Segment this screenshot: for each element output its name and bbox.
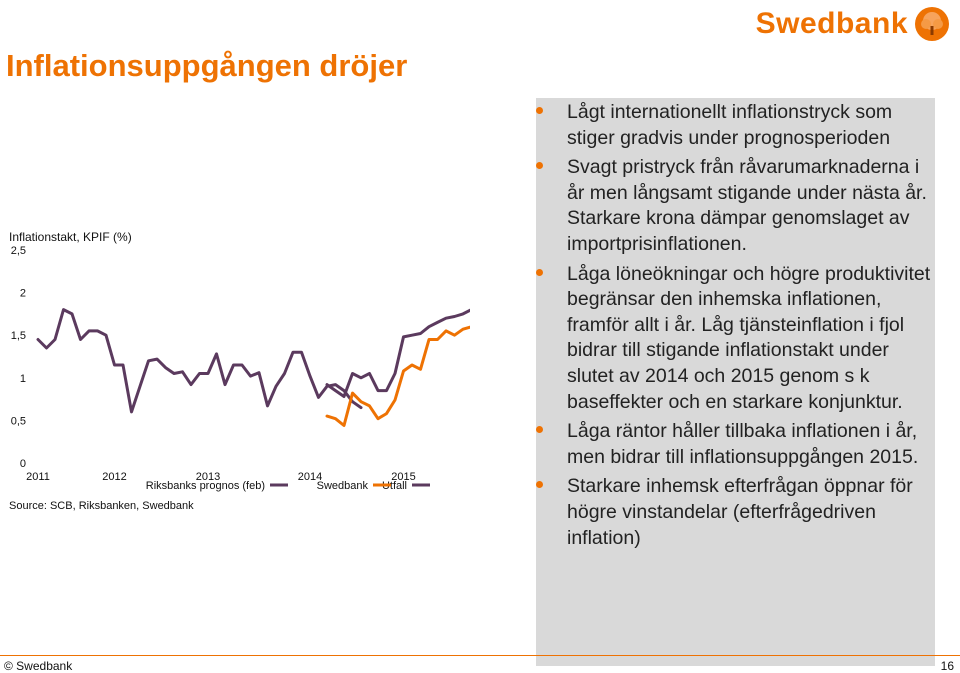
bullet-item: Starkare inhemsk efterfrågan öppnar för … [536,474,935,551]
y-tick-label: 1,5 [11,330,26,342]
y-tick-label: 2 [20,288,26,300]
x-tick-label: 2011 [26,471,50,483]
series-line [36,308,363,414]
bullet-item: Låga räntor håller tillbaka inflationen … [536,419,935,470]
page-number: 16 [940,659,954,673]
y-tick-label: 2,5 [11,245,26,257]
bullet-panel: Lågt internationellt inflationstryck som… [536,98,935,666]
bullet-dot-icon [536,107,543,114]
x-tick-label: 2015 [391,471,415,483]
chart-title: Inflationstakt, KPIF (%) [9,230,132,244]
footer-copyright: © Swedbank [4,659,73,673]
bullet-item: Svagt pristryck från råvarumarknaderna i… [536,155,935,257]
swedbank-logo: Swedbank [756,6,950,42]
x-tick-label: 2012 [102,471,126,483]
legend-label: Swedbank [317,480,369,492]
bullet-item: Låga löneökningar och högre produktivite… [536,262,935,416]
bullet-item: Lågt internationellt inflationstryck som… [536,100,935,151]
y-tick-label: 0,5 [11,415,26,427]
bullet-text: Lågt internationellt inflationstryck som… [567,101,893,149]
series-line [325,325,470,427]
legend-label: Riksbanks prognos (feb) [146,480,265,492]
bullet-text: Starkare inhemsk efterfrågan öppnar för … [567,475,913,549]
x-tick-label: 2014 [298,471,322,483]
legend-label: Utfall [382,480,407,492]
chart-source: Source: SCB, Riksbanken, Swedbank [9,500,194,512]
logo-wordmark: Swedbank [755,7,908,40]
bullet-dot-icon [536,426,543,434]
bullet-text: Svagt pristryck från råvarumarknaderna i… [567,156,927,255]
oak-tree-icon [915,7,949,41]
x-tick-label: 2013 [196,471,220,483]
y-tick-label: 1 [20,373,26,385]
series-line [325,308,470,398]
bullet-text: Låga räntor håller tillbaka inflationen … [567,420,919,468]
bullet-dot-icon [536,162,543,170]
bullet-list: Lågt internationellt inflationstryck som… [536,100,935,555]
y-tick-label: 0 [20,458,26,470]
slide-title: Inflationsuppgången dröjer [6,48,408,83]
bullet-dot-icon [536,268,543,276]
bullet-dot-icon [536,481,543,489]
footer-divider [0,655,960,656]
bullet-text: Låga löneökningar och högre produktivite… [567,262,931,413]
